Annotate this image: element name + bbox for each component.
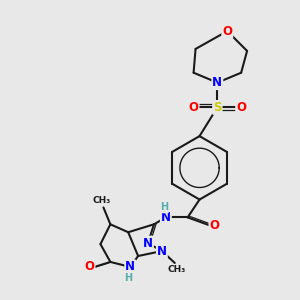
Text: H: H bbox=[124, 273, 132, 283]
Text: O: O bbox=[222, 25, 232, 38]
Text: CH₃: CH₃ bbox=[92, 196, 111, 205]
Text: O: O bbox=[85, 260, 94, 273]
Text: N: N bbox=[143, 237, 153, 250]
Text: O: O bbox=[209, 219, 219, 232]
Text: N: N bbox=[161, 211, 171, 224]
Text: N: N bbox=[157, 244, 167, 258]
Text: N: N bbox=[212, 76, 222, 89]
Text: H: H bbox=[160, 202, 168, 212]
Text: S: S bbox=[213, 101, 222, 114]
Text: CH₃: CH₃ bbox=[168, 266, 186, 274]
Text: O: O bbox=[189, 101, 199, 114]
Text: N: N bbox=[125, 260, 135, 273]
Text: O: O bbox=[236, 101, 246, 114]
